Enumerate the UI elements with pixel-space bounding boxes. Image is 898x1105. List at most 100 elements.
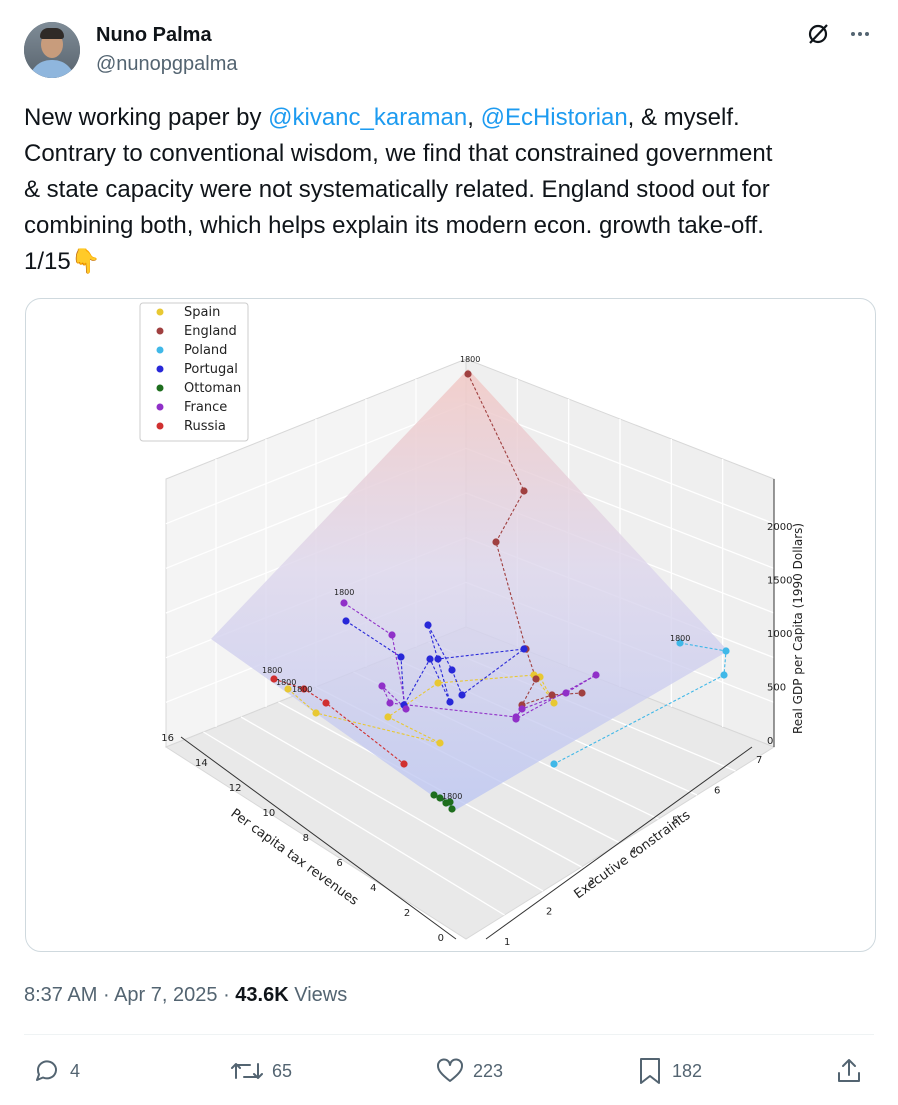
data-point	[312, 709, 320, 717]
tweet-text-line: & state capacity were not systematically…	[24, 176, 770, 203]
author-handle[interactable]: @nunopgpalma	[96, 53, 238, 75]
series-line	[467, 373, 583, 706]
data-point	[592, 671, 600, 679]
tweet-time[interactable]: 8:37 AM	[24, 984, 98, 1006]
mention-link[interactable]: @kivanc_karaman	[268, 104, 468, 131]
z-tick-label: 1000	[767, 629, 792, 640]
data-point	[386, 699, 394, 707]
bookmark-button[interactable]: 182	[636, 1056, 702, 1086]
y-tick-label: 4	[630, 846, 636, 857]
data-point	[342, 617, 350, 625]
tweet-text-line: Contrary to conventional wisdom, we find…	[24, 140, 773, 167]
timestamp[interactable]: 8:37 AM · Apr 7, 2025 · 43.6K Views	[24, 982, 347, 1008]
heart-icon	[437, 1058, 463, 1082]
data-point	[400, 760, 408, 768]
data-point	[720, 671, 728, 679]
year-annotation: 1800	[276, 678, 296, 687]
data-point	[492, 538, 500, 546]
legend-label: France	[184, 400, 227, 415]
x-tick-label: 16	[161, 733, 174, 744]
legend-marker	[156, 403, 164, 411]
y-axis-line	[485, 746, 753, 940]
views-label: Views	[294, 984, 348, 1006]
more-options-icon[interactable]	[846, 22, 874, 46]
series-line	[343, 602, 597, 720]
bookmark-count: 182	[672, 1060, 703, 1081]
gridline	[240, 716, 544, 892]
data-point	[388, 631, 396, 639]
repost-count: 65	[272, 1060, 293, 1081]
separator-dot: ·	[223, 984, 230, 1006]
data-point	[464, 370, 472, 378]
data-point	[722, 647, 730, 655]
data-point	[446, 798, 454, 806]
legend-marker	[156, 384, 164, 392]
year-annotation: 1800	[670, 634, 690, 643]
x-tick-label: 6	[336, 858, 342, 869]
data-point	[550, 699, 558, 707]
data-point	[384, 713, 392, 721]
repost-icon	[231, 1063, 263, 1079]
tweet-date[interactable]: Apr 7, 2025	[114, 984, 218, 1006]
repost-button[interactable]: 65	[230, 1056, 292, 1086]
legend-label: Poland	[184, 343, 227, 358]
reply-icon	[36, 1060, 57, 1081]
x-axis-line	[180, 736, 457, 940]
x-tick-label: 14	[195, 758, 208, 769]
views-count: 43.6K	[235, 984, 289, 1006]
regression-plane	[211, 369, 728, 811]
legend-label: Spain	[184, 305, 220, 320]
data-point	[402, 705, 410, 713]
legend-label: England	[184, 324, 237, 339]
share-button[interactable]	[834, 1056, 864, 1086]
y-tick-label: 6	[714, 785, 720, 796]
y-tick-label: 3	[588, 876, 594, 887]
tweet-text: New working paper by @kivanc_karaman, @E…	[24, 100, 874, 280]
data-point	[548, 691, 556, 699]
tweet-text-line: combining both, which helps explain its …	[24, 212, 764, 239]
separator-dot: ·	[102, 984, 110, 1006]
data-point	[448, 805, 456, 813]
data-point	[520, 645, 528, 653]
like-count: 223	[473, 1060, 504, 1081]
data-point	[436, 739, 444, 747]
data-point	[270, 675, 278, 683]
data-point	[378, 682, 386, 690]
data-point	[532, 675, 540, 683]
series-line	[553, 642, 727, 765]
data-point	[434, 679, 442, 687]
year-annotation: 1800	[334, 588, 354, 597]
tweet-text-segment: ,	[467, 104, 481, 131]
data-point	[430, 791, 438, 799]
tweet-text-segment: New working paper by	[24, 104, 269, 131]
avatar[interactable]	[24, 22, 80, 78]
mention-link[interactable]: @EcHistorian	[480, 104, 628, 131]
year-annotation: 1800	[292, 685, 312, 694]
year-annotation: 1800	[262, 666, 282, 675]
reply-button[interactable]: 4	[32, 1056, 80, 1086]
year-annotation: 1800	[442, 792, 462, 801]
legend-marker	[156, 422, 164, 430]
x-tick-label: 10	[263, 808, 276, 819]
z-tick-label: 1500	[767, 576, 792, 587]
legend-label: Russia	[184, 419, 226, 434]
y-tick-label: 7	[756, 755, 762, 766]
data-point	[426, 655, 434, 663]
pointing-down-emoji: 👇	[70, 248, 101, 275]
data-point	[448, 666, 456, 674]
legend-box	[139, 302, 249, 442]
data-point	[340, 599, 348, 607]
data-point	[322, 699, 330, 707]
data-point	[676, 639, 684, 647]
data-point	[578, 689, 586, 697]
data-point	[436, 794, 444, 802]
author-name[interactable]: Nuno Palma	[96, 24, 212, 46]
gridline	[203, 731, 505, 916]
x-tick-label: 8	[303, 833, 309, 844]
x-tick-label: 0	[438, 933, 444, 944]
z-tick-label: 2000	[767, 522, 792, 533]
chart-image[interactable]: 0 2 4 6 8 10 12 14 16 1 2 3 4 5 6 7 0 500 1000 1500 2000 Per…	[25, 298, 876, 952]
grok-icon[interactable]	[806, 22, 830, 46]
like-button[interactable]: 223	[435, 1056, 503, 1086]
